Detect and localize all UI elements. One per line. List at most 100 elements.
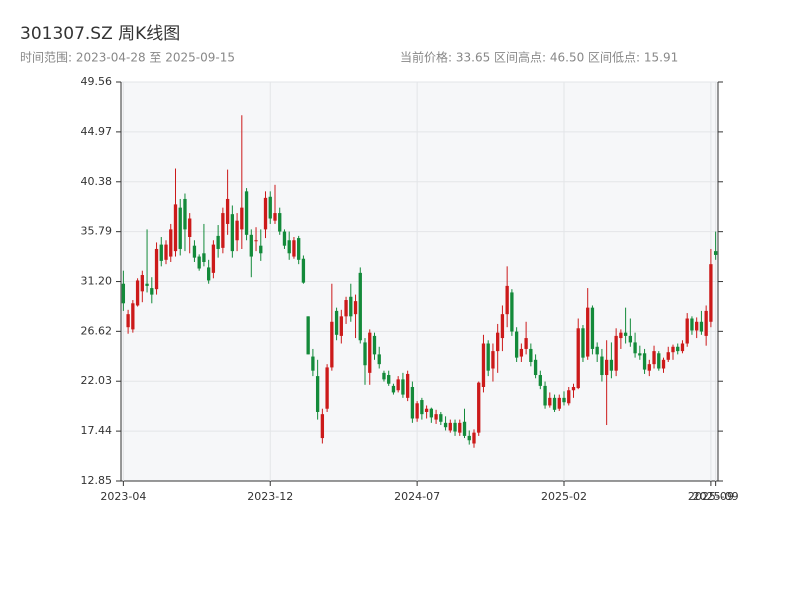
candle-body <box>197 256 201 269</box>
candle-body <box>292 240 296 257</box>
candle-body <box>614 335 618 371</box>
candle-body <box>467 435 471 441</box>
candle-body <box>154 248 159 290</box>
candle-body <box>505 285 509 315</box>
candle-body <box>159 244 163 261</box>
candle-body <box>652 351 656 365</box>
x-tick-label: 2024-07 <box>394 490 440 503</box>
candle-body <box>178 207 182 249</box>
y-tick-label: 31.20 <box>81 275 113 288</box>
candle-body <box>254 240 258 242</box>
stat: 区间高点: 46.50 <box>494 50 584 65</box>
candle-body <box>140 275 144 292</box>
candle-body <box>657 353 661 369</box>
candle-body <box>353 301 358 315</box>
candle-body <box>368 332 372 373</box>
candle-body <box>709 264 713 322</box>
candle-body <box>169 229 173 257</box>
candle-body <box>514 331 519 358</box>
candle-body <box>311 356 315 371</box>
candle-body <box>131 303 135 330</box>
candle-body <box>387 375 391 384</box>
candle-body <box>571 386 576 391</box>
y-tick-label: 22.03 <box>81 374 113 387</box>
candle-body <box>538 375 542 386</box>
candle-body <box>164 244 168 260</box>
x-tick-label: 2025-02 <box>541 490 587 503</box>
candle-body <box>150 288 154 295</box>
chart-subtitle: 时间范围: 2023-04-28 至 2025-09-15 <box>20 51 235 65</box>
candle-body <box>339 316 343 336</box>
y-tick-label: 12.85 <box>81 474 113 487</box>
candle-body <box>183 198 187 230</box>
candle-body <box>126 314 130 328</box>
candle-body <box>330 321 334 368</box>
candle-body <box>462 421 467 436</box>
candle-body <box>581 328 585 358</box>
candle-body <box>382 372 386 380</box>
stat: 区间低点: 15.91 <box>588 51 678 65</box>
candle-body <box>188 218 192 237</box>
y-tick-label: 40.38 <box>81 175 113 188</box>
candle-body <box>420 400 424 415</box>
candle-body <box>325 367 329 409</box>
candle-body <box>595 346 599 355</box>
candle-body <box>401 379 405 395</box>
x-tick-label: 2025-09 <box>693 490 739 503</box>
candle-body <box>145 283 149 286</box>
candle-body <box>429 408 434 418</box>
candle-body <box>273 213 277 221</box>
candle-body <box>211 244 216 273</box>
candle-body <box>410 386 415 419</box>
y-tick-label: 35.79 <box>81 225 113 238</box>
candle-body <box>638 353 642 356</box>
stat: 当前价格: 33.65 <box>400 50 490 65</box>
candle-body <box>496 332 500 352</box>
candle-body <box>510 292 514 332</box>
candle-body <box>562 397 566 403</box>
candle-body <box>642 353 647 370</box>
candle-body <box>225 198 230 224</box>
x-tick-label: 2023-12 <box>247 490 293 503</box>
candle-body <box>244 191 249 235</box>
candle-body <box>491 351 495 369</box>
candle-body <box>690 318 694 331</box>
candle-body <box>301 258 306 283</box>
candle-body <box>699 321 704 332</box>
x-tick-label: 2025-09 <box>688 490 734 503</box>
candle-body <box>623 332 628 336</box>
candle-body <box>586 307 590 357</box>
candle-body <box>472 432 476 444</box>
candle-body <box>477 382 481 433</box>
candle-body <box>230 214 235 252</box>
candle-body <box>349 296 353 317</box>
candle-body <box>235 220 239 241</box>
candle-body <box>685 318 689 344</box>
candle-body <box>604 359 609 376</box>
candle-body <box>590 307 595 349</box>
candle-body <box>661 359 666 369</box>
candle-body <box>533 359 538 376</box>
candle-body <box>278 213 282 232</box>
candle-body <box>268 196 272 219</box>
candle-body <box>344 300 348 317</box>
candle-body <box>439 414 443 422</box>
candle-body <box>192 245 197 258</box>
candle-body <box>121 283 126 304</box>
candle-body <box>676 346 680 352</box>
candle-body <box>221 213 225 248</box>
candle-body <box>287 240 291 254</box>
candle-body <box>240 207 244 230</box>
candle-body <box>552 397 557 410</box>
candle-body <box>396 379 400 391</box>
candle-body <box>434 414 438 420</box>
candle-body <box>405 373 410 398</box>
candle-body <box>524 338 528 349</box>
candle-body <box>424 408 429 412</box>
candle-body <box>363 342 367 366</box>
candle-body <box>206 267 211 281</box>
candle-body <box>713 251 718 255</box>
candle-body <box>377 354 381 365</box>
